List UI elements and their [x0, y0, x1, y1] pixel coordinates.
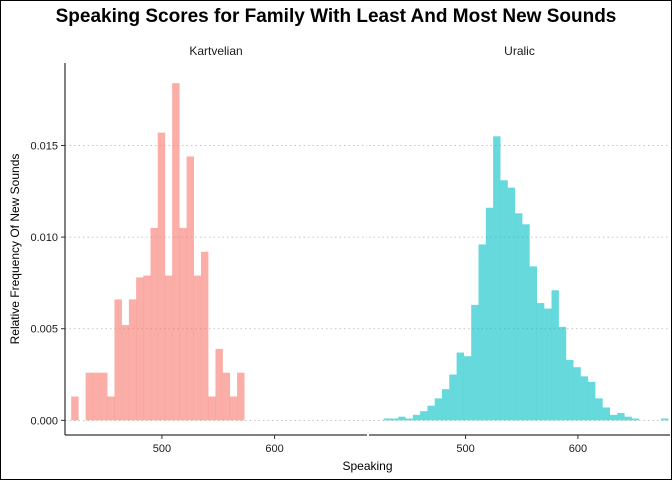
panel-label-uralic: Uralic: [504, 44, 535, 58]
bar-uralic-31: [609, 414, 618, 421]
bar-uralic-16: [500, 180, 508, 421]
bar-kartvelian-10: [150, 227, 158, 421]
bar-uralic-24: [558, 326, 567, 421]
bar-uralic-25: [566, 359, 574, 421]
x-tick-label-1-0: 500: [456, 443, 474, 455]
bar-kartvelian-1: [85, 372, 94, 421]
bar-kartvelian-19: [215, 348, 223, 421]
bar-uralic-10: [456, 352, 464, 421]
bar-kartvelian-13: [172, 83, 180, 421]
y-tick-label-2: 0.010: [30, 232, 58, 244]
bar-kartvelian-2: [92, 372, 101, 421]
x-tick-label-0-0: 500: [153, 443, 171, 455]
bar-uralic-13: [478, 244, 486, 421]
bar-uralic-3: [405, 418, 413, 421]
panel-label-kartvelian: Kartvelian: [189, 44, 242, 58]
y-tick-label-3: 0.015: [30, 140, 58, 152]
bar-uralic-27: [580, 376, 589, 421]
bar-uralic-1: [390, 418, 399, 421]
bar-kartvelian-15: [186, 156, 195, 421]
bar-kartvelian-0: [71, 396, 79, 421]
bar-uralic-28: [588, 381, 596, 421]
bar-uralic-7: [434, 398, 443, 421]
bar-kartvelian-16: [193, 275, 202, 421]
bar-kartvelian-20: [222, 372, 231, 421]
bar-kartvelian-18: [208, 396, 216, 421]
bar-uralic-0: [383, 418, 391, 421]
y-axis-title: Relative Frequency Of New Sounds: [8, 154, 22, 345]
x-axis-title: Speaking: [342, 459, 392, 473]
bar-kartvelian-21: [229, 396, 238, 421]
bar-kartvelian-22: [237, 372, 245, 421]
bar-uralic-11: [463, 356, 472, 421]
bar-uralic-9: [449, 374, 457, 421]
bar-uralic-21: [536, 303, 545, 421]
bar-kartvelian-11: [157, 132, 166, 421]
bar-uralic-34: [631, 418, 640, 421]
bar-kartvelian-3: [100, 372, 108, 421]
bar-uralic-6: [427, 405, 435, 421]
bar-uralic-2: [398, 416, 406, 421]
y-tick-label-1: 0.005: [30, 324, 58, 336]
bar-uralic-30: [602, 407, 610, 421]
bar-uralic-5: [420, 411, 428, 421]
bar-kartvelian-14: [179, 227, 187, 421]
bar-kartvelian-6: [121, 325, 130, 421]
y-tick-label-0: 0.000: [30, 415, 58, 427]
bar-uralic-19: [522, 224, 530, 421]
bar-uralic-23: [551, 290, 559, 421]
bar-uralic-33: [624, 416, 632, 421]
bar-uralic-17: [507, 187, 516, 421]
bar-uralic-4: [412, 414, 421, 421]
bar-kartvelian-9: [143, 275, 151, 421]
chart-title: Speaking Scores for Family With Least An…: [55, 6, 617, 27]
bar-kartvelian-4: [107, 396, 115, 421]
bar-uralic-15: [493, 136, 501, 421]
bar-uralic-26: [573, 367, 581, 421]
bar-kartvelian-7: [128, 299, 137, 421]
bar-uralic-8: [442, 389, 450, 421]
x-tick-label-0-1: 600: [265, 443, 283, 455]
bar-uralic-14: [485, 207, 494, 421]
bar-uralic-12: [471, 304, 479, 421]
bar-uralic-35: [661, 418, 669, 421]
bar-kartvelian-5: [114, 299, 122, 421]
bar-kartvelian-17: [201, 251, 209, 421]
bar-kartvelian-8: [136, 277, 144, 421]
bar-uralic-22: [544, 308, 552, 421]
x-tick-label-1-1: 600: [569, 443, 587, 455]
bar-uralic-20: [529, 266, 537, 421]
bar-uralic-32: [617, 413, 625, 421]
bar-uralic-18: [515, 213, 523, 421]
bar-uralic-29: [595, 398, 603, 421]
bar-kartvelian-12: [164, 275, 173, 421]
